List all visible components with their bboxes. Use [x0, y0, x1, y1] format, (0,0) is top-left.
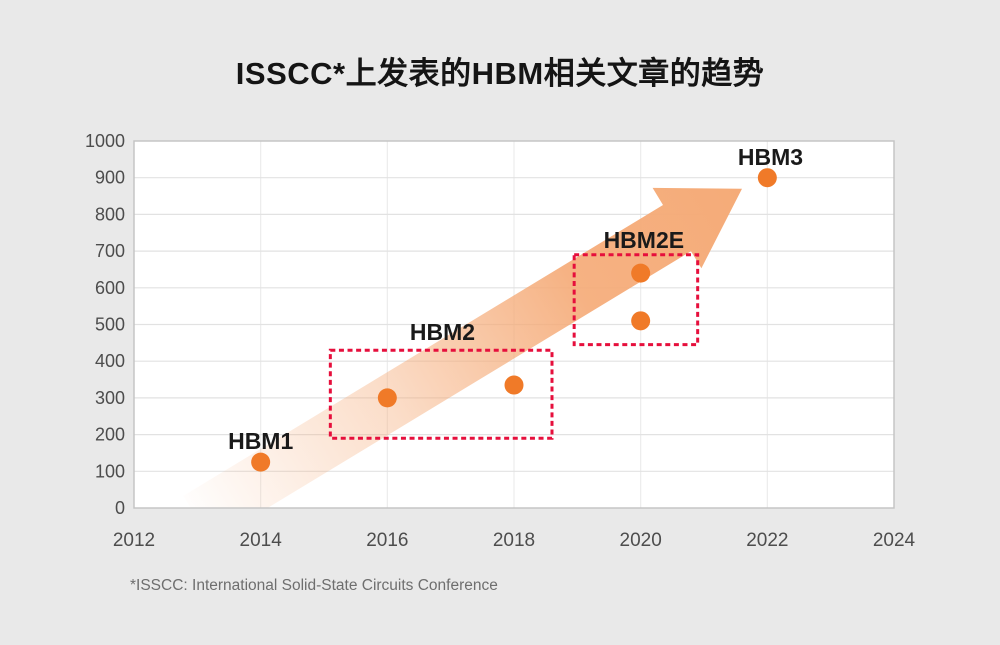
chart-title: ISSCC*上发表的HBM相关文章的趋势 — [235, 56, 765, 91]
plot-border — [133, 140, 895, 509]
annotation-label-hbm2e: HBM2E — [604, 227, 685, 253]
y-tick-label: 200 — [95, 425, 125, 445]
data-point-hbm2e — [631, 263, 651, 283]
x-tick-label: 2018 — [493, 530, 535, 551]
x-tick-label: 2024 — [873, 530, 916, 551]
generation-box-hbm2e — [572, 253, 700, 347]
annotation-label-hbm2: HBM2 — [410, 319, 475, 345]
trend-arrow-icon — [183, 187, 742, 508]
data-point-hbm2 — [504, 375, 524, 395]
x-tick-label: 2014 — [240, 530, 283, 551]
data-point-hbm2e — [631, 311, 651, 331]
data-point-hbm1 — [251, 452, 271, 472]
y-tick-label: 100 — [95, 461, 125, 481]
x-tick-label: 2016 — [366, 530, 408, 551]
footnote: *ISSCC: International Solid-State Circui… — [130, 577, 498, 594]
y-tick-label: 800 — [95, 204, 125, 224]
x-tick-label: 2012 — [113, 530, 155, 551]
y-tick-label: 700 — [95, 241, 125, 261]
x-tick-label: 2020 — [620, 530, 662, 551]
y-tick-label: 300 — [95, 388, 125, 408]
y-tick-label: 500 — [95, 315, 125, 335]
data-point-hbm3 — [757, 168, 777, 188]
y-tick-label: 0 — [115, 498, 125, 518]
data-point-hbm2 — [377, 388, 397, 408]
y-tick-label: 600 — [95, 278, 125, 298]
x-tick-label: 2022 — [746, 530, 788, 551]
y-tick-label: 400 — [95, 351, 125, 371]
annotation-label-hbm3: HBM3 — [738, 144, 803, 170]
annotation-label-hbm1: HBM1 — [228, 428, 293, 454]
y-tick-label: 900 — [95, 168, 125, 188]
y-tick-label: 1000 — [85, 131, 125, 151]
